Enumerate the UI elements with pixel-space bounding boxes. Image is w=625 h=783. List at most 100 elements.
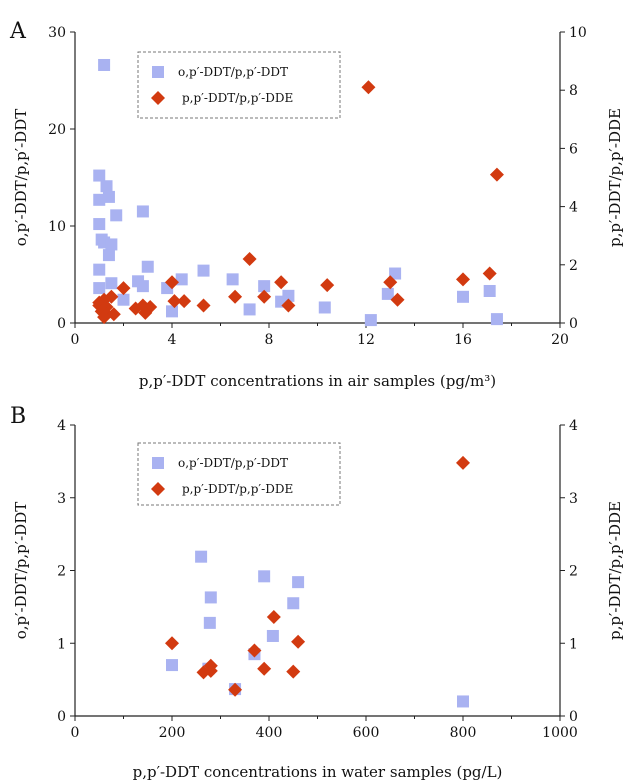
legend-box bbox=[137, 51, 341, 119]
legend-label: p,p′-DDT/p,p′-DDE bbox=[182, 91, 293, 105]
panel-letter: A bbox=[9, 19, 27, 44]
data-point-diamond bbox=[281, 298, 296, 313]
data-point-diamond bbox=[489, 167, 504, 182]
data-point-square bbox=[483, 284, 496, 297]
x-tick-label: 800 bbox=[450, 725, 477, 741]
data-point-square bbox=[136, 280, 149, 293]
data-point-diamond bbox=[138, 305, 153, 320]
data-point-diamond bbox=[165, 275, 179, 290]
data-point-square bbox=[98, 58, 111, 71]
x-tick-label: 20 bbox=[551, 332, 569, 348]
data-point-square bbox=[105, 277, 118, 290]
data-point-square bbox=[204, 591, 217, 604]
y2-tick-label: 10 bbox=[569, 25, 587, 41]
y2-tick-label: 1 bbox=[569, 636, 578, 652]
legend-label: o,p′-DDT/p,p′-DDT bbox=[178, 456, 288, 470]
data-point-diamond bbox=[266, 610, 281, 625]
x-tick-label: 0 bbox=[71, 332, 80, 348]
data-point-diamond bbox=[291, 634, 306, 649]
data-point-diamond bbox=[320, 278, 335, 293]
y-tick-label: 20 bbox=[48, 122, 66, 138]
data-point-square bbox=[389, 267, 402, 280]
legend-marker-square bbox=[152, 457, 164, 469]
series-pp-dde-ratio bbox=[165, 455, 470, 697]
data-point-square bbox=[243, 303, 256, 316]
x-tick-label: 600 bbox=[353, 725, 380, 741]
data-point-square bbox=[457, 290, 469, 303]
x-tick-label: 8 bbox=[265, 332, 274, 348]
data-point-square bbox=[141, 260, 154, 273]
legend-marker-square bbox=[152, 66, 164, 78]
x-tick-label: 200 bbox=[159, 725, 186, 741]
y-tick-label: 10 bbox=[48, 219, 66, 235]
data-point-square bbox=[93, 169, 106, 182]
x-tick-label: 400 bbox=[256, 725, 283, 741]
x-tick-label: 1000 bbox=[542, 725, 578, 741]
x-axis-label: p,p′-DDT concentrations in water samples… bbox=[133, 763, 503, 781]
data-point-diamond bbox=[247, 643, 262, 658]
data-point-diamond bbox=[383, 275, 398, 290]
data-point-square bbox=[110, 209, 123, 222]
data-point-diamond bbox=[116, 281, 131, 296]
data-point-diamond bbox=[274, 275, 289, 290]
y2-tick-label: 2 bbox=[569, 564, 578, 580]
data-point-diamond bbox=[177, 294, 192, 309]
data-point-square bbox=[166, 305, 178, 318]
data-point-square bbox=[197, 264, 210, 277]
series-op-ddt-ratio bbox=[93, 58, 503, 327]
data-point-square bbox=[364, 314, 377, 327]
y2-tick-label: 0 bbox=[569, 709, 578, 725]
series-op-ddt-ratio bbox=[166, 550, 469, 708]
data-point-square bbox=[117, 293, 130, 306]
series-pp-dde-ratio bbox=[92, 80, 504, 325]
data-point-diamond bbox=[456, 455, 470, 470]
y2-tick-label: 8 bbox=[569, 83, 578, 99]
x-axis-label: p,p′-DDT concentrations in air samples (… bbox=[139, 372, 496, 390]
data-point-square bbox=[93, 193, 106, 206]
data-point-diamond bbox=[390, 292, 405, 307]
data-point-square bbox=[102, 190, 115, 203]
x-tick-label: 4 bbox=[168, 332, 177, 348]
legend-marker-diamond bbox=[151, 91, 165, 105]
y2-axis-label: p,p′-DDT/p,p′-DDE bbox=[606, 108, 624, 247]
data-point-square bbox=[287, 597, 300, 610]
data-point-square bbox=[166, 659, 178, 672]
data-point-square bbox=[102, 249, 115, 262]
y-tick-label: 1 bbox=[57, 636, 66, 652]
x-tick-label: 12 bbox=[357, 332, 375, 348]
x-tick-label: 0 bbox=[71, 725, 80, 741]
y-tick-label: 30 bbox=[48, 25, 66, 41]
y2-tick-label: 4 bbox=[569, 200, 578, 216]
x-tick-label: 16 bbox=[454, 332, 472, 348]
data-point-diamond bbox=[165, 636, 179, 651]
data-point-diamond bbox=[482, 266, 497, 281]
data-point-square bbox=[318, 301, 331, 314]
data-point-diamond bbox=[361, 80, 376, 95]
data-point-square bbox=[93, 282, 106, 295]
y2-tick-label: 3 bbox=[569, 491, 578, 507]
legend-label: o,p′-DDT/p,p′-DDT bbox=[178, 65, 288, 79]
legend-marker-diamond bbox=[151, 482, 165, 496]
y-tick-label: 4 bbox=[57, 418, 66, 434]
legend: o,p′-DDT/p,p′-DDT p,p′-DDT/p,p′-DDE bbox=[137, 442, 341, 506]
y-axis-label: o,p′-DDT/p,p′-DDT bbox=[12, 109, 30, 247]
data-point-diamond bbox=[228, 682, 243, 697]
data-point-square bbox=[292, 576, 305, 589]
data-point-diamond bbox=[97, 310, 112, 325]
data-point-square bbox=[136, 205, 149, 218]
data-point-square bbox=[195, 550, 208, 563]
data-point-diamond bbox=[257, 661, 272, 676]
data-point-diamond bbox=[257, 289, 272, 304]
data-point-diamond bbox=[286, 664, 301, 679]
data-point-diamond bbox=[203, 663, 218, 678]
data-point-square bbox=[203, 616, 216, 629]
data-point-square bbox=[258, 570, 271, 583]
legend-box bbox=[137, 442, 341, 506]
data-point-diamond bbox=[167, 294, 182, 309]
y2-axis-label: p,p′-DDT/p,p′-DDE bbox=[606, 501, 624, 640]
y2-tick-label: 6 bbox=[569, 141, 578, 157]
y-tick-label: 0 bbox=[57, 316, 66, 332]
panel-letter: B bbox=[10, 404, 26, 429]
data-point-diamond bbox=[196, 298, 211, 313]
